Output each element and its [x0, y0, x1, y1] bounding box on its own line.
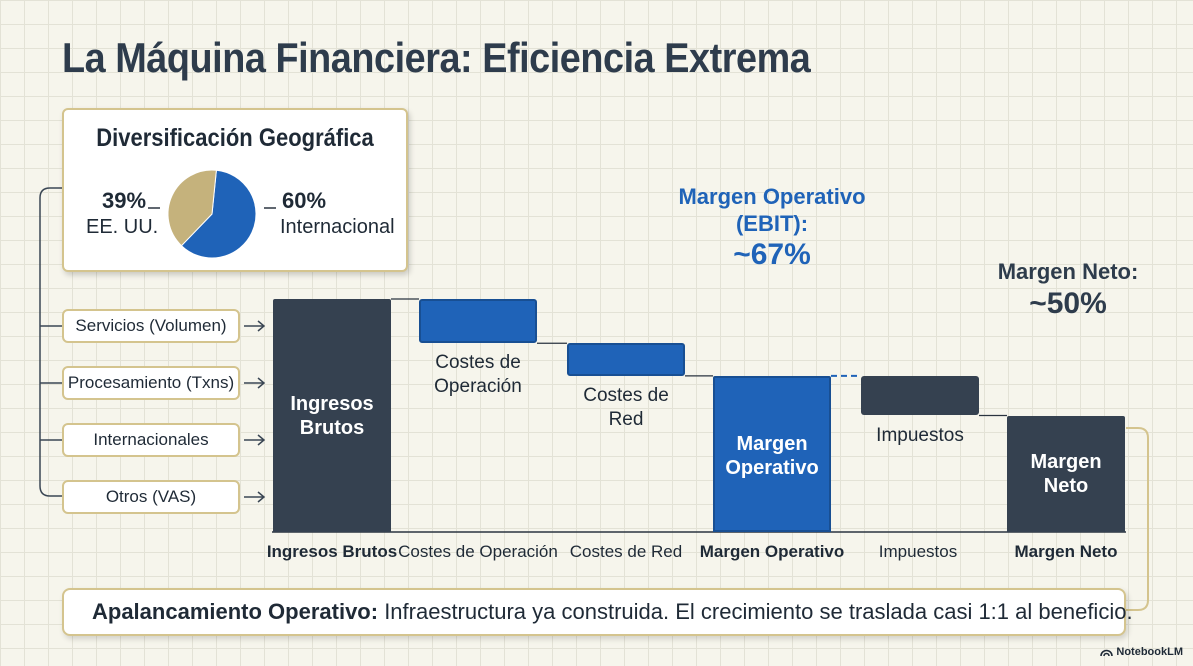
- net-to-bottom-connector: [1126, 427, 1149, 611]
- note-heading: Apalancamiento Operativo:: [92, 599, 379, 624]
- waterfall-bar: [419, 299, 537, 344]
- arrow-icon: [244, 491, 266, 503]
- brand-badge: NotebookLM: [1100, 646, 1183, 658]
- waterfall-connectors: [391, 298, 1007, 417]
- waterfall-bar: Margen Neto: [1007, 415, 1125, 532]
- waterfall-bar: Ingresos Brutos: [273, 299, 391, 532]
- bar-inner-label: Margen Neto: [1030, 450, 1102, 497]
- category-label: Costes de Operación: [398, 542, 558, 561]
- net-margin-callout: Margen Neto: ~50%: [978, 258, 1158, 322]
- stream-otros: Otros (VAS): [62, 480, 240, 514]
- operating-margin-value: ~67%: [733, 238, 811, 271]
- left-bracket-line: [39, 187, 62, 497]
- category-label: Margen Operativo: [699, 542, 845, 561]
- page-title: La Máquina Financiera: Eficiencia Extrem…: [62, 34, 811, 81]
- stream-arrows: [244, 320, 266, 503]
- note-text: Infraestructura ya construida. El crecim…: [378, 599, 1133, 624]
- geo-title: Diversificación Geográfica: [96, 124, 374, 152]
- category-label: Margen Neto: [1014, 542, 1118, 561]
- arrow-icon: [244, 434, 266, 446]
- waterfall-bar: [567, 343, 685, 376]
- operating-margin-callout: Margen Operativo (EBIT): ~67%: [672, 183, 872, 273]
- waterfall-bar: Margen Operativo: [713, 375, 831, 532]
- bar-float-label: Impuestos: [876, 424, 964, 446]
- us-label: EE. UU.: [86, 216, 159, 238]
- net-margin-value: ~50%: [1029, 287, 1107, 320]
- arrow-icon: [244, 377, 266, 389]
- operating-margin-sublabel: (EBIT):: [735, 211, 809, 236]
- pie-slice-us: [167, 169, 217, 247]
- arrow-icon: [244, 320, 266, 332]
- intl-pct: 60%: [282, 188, 327, 213]
- operating-margin-label: Margen Operativo: [678, 184, 866, 209]
- category-label: Impuestos: [878, 542, 958, 561]
- bar-inner-label: Ingresos Brutos: [290, 392, 374, 439]
- operating-leverage-note: Apalancamiento Operativo: Infraestructur…: [62, 588, 1133, 636]
- bar-inner-label: Margen Operativo: [725, 432, 819, 479]
- category-label: Costes de Red: [569, 542, 683, 561]
- waterfall-bar: [861, 375, 979, 416]
- pie-slice-international: [180, 169, 257, 259]
- geo-pie-chart: [167, 169, 257, 259]
- bar-float-label: Costes de Red: [583, 384, 669, 430]
- brand-name: NotebookLM: [1116, 646, 1183, 658]
- bar-float-label: Costes de Operación: [434, 352, 522, 398]
- category-label: Ingresos Brutos: [266, 542, 398, 561]
- intl-label: Internacional: [280, 216, 395, 238]
- notebooklm-logo-icon: [1100, 649, 1114, 657]
- stream-procesamiento: Procesamiento (Txns): [62, 366, 240, 400]
- stream-servicios: Servicios (Volumen): [62, 309, 240, 343]
- stream-internacionales: Internacionales: [62, 423, 240, 457]
- geo-diversification-card: Diversificación Geográfica 39% EE. UU. 6…: [62, 108, 408, 272]
- us-pct: 39%: [102, 188, 147, 213]
- net-margin-label: Margen Neto:: [997, 259, 1139, 284]
